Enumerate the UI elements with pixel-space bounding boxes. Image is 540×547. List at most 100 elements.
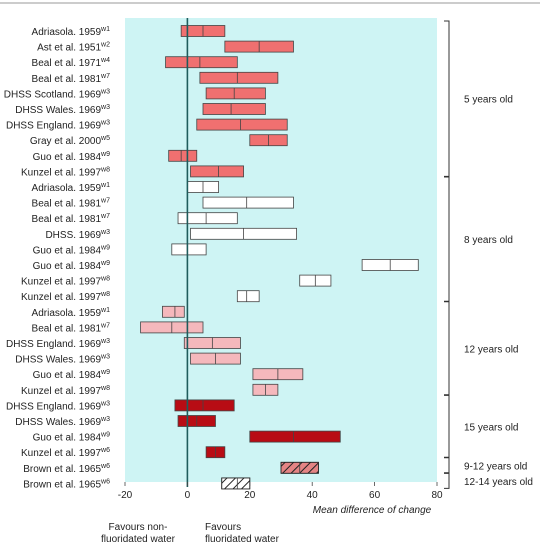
- study-label: Guo et al. 1984w9: [33, 432, 110, 444]
- study-label: Beal et al. 1981w7: [32, 198, 111, 210]
- study-label: Kunzel et al. 1997w8: [21, 291, 110, 303]
- study-citation: w3: [100, 416, 110, 423]
- study-citation: w8: [100, 166, 110, 173]
- study-citation: w8: [100, 291, 110, 298]
- study-label: Kunzel et al. 1997w8: [21, 276, 110, 288]
- x-tick-label: 20: [244, 490, 256, 501]
- group-label: 5 years old: [464, 95, 513, 106]
- ci-box: [162, 305, 185, 318]
- study-citation: w3: [100, 338, 110, 345]
- ci-box: [174, 399, 235, 412]
- study-label: Beal et al. 1981w7: [32, 322, 111, 334]
- study-citation: w6: [100, 478, 110, 485]
- study-label: Kunzel et al. 1997w6: [21, 447, 110, 459]
- ci-box: [205, 87, 266, 100]
- study-label: DHSS England. 1969w3: [6, 400, 110, 412]
- x-tick-label: -20: [118, 490, 133, 501]
- group-bracket: [444, 301, 450, 396]
- ci-box: [202, 196, 294, 209]
- study-citation: w3: [100, 354, 110, 361]
- study-label: Kunzel et al. 1997w8: [21, 385, 110, 397]
- study-label: Adriasola. 1959w1: [32, 182, 111, 194]
- study-citation: w9: [100, 244, 110, 251]
- x-axis: -20 0 20 40 60 80: [118, 482, 443, 501]
- group-label: 8 years old: [464, 235, 513, 246]
- study-label: Kunzel et al. 1997w8: [21, 166, 110, 178]
- age-group-brackets: 5 years old 8 years old 12 years old 15 yea…: [444, 20, 533, 489]
- x-tick-label: 80: [431, 490, 443, 501]
- study-citation: w7: [100, 198, 110, 205]
- study-label: Ast et al. 1951w2: [37, 42, 110, 54]
- footnote-right-line1: Favours: [205, 522, 241, 533]
- group-bracket: [444, 472, 450, 489]
- study-label: DHSS Wales. 1969w3: [15, 104, 110, 116]
- study-citation: w5: [100, 135, 110, 142]
- study-label: Brown et al. 1965w6: [23, 478, 110, 490]
- study-citation: w1: [100, 307, 110, 314]
- ci-box: [236, 290, 260, 303]
- study-citation: w3: [100, 88, 110, 95]
- study-label: DHSS England. 1969w3: [6, 120, 110, 132]
- ci-box: [177, 212, 238, 225]
- x-tick-label: 60: [369, 490, 381, 501]
- group-label: 9-12 years old: [464, 461, 527, 472]
- study-label: Adriasola. 1959w1: [32, 26, 111, 38]
- study-label: Guo et al. 1984w9: [33, 260, 110, 272]
- study-label: Gray et al. 2000w5: [30, 135, 110, 147]
- study-label: Beal et al. 1981w7: [32, 213, 111, 225]
- group-label: 12-14 years old: [464, 477, 533, 488]
- x-tick-label: 0: [185, 490, 191, 501]
- study-citation: w7: [100, 213, 110, 220]
- ci-hatch: [221, 477, 251, 490]
- study-label: Guo et al. 1984w9: [33, 369, 110, 381]
- study-citation: w3: [100, 400, 110, 407]
- study-label: DHSS. 1969w3: [45, 229, 110, 241]
- footnote-left-line1: Favours non-: [109, 522, 168, 533]
- study-citation: w6: [100, 447, 110, 454]
- study-citation: w8: [100, 276, 110, 283]
- group-label: 15 years old: [464, 422, 518, 433]
- ci-box: [190, 165, 244, 178]
- ci-box: [249, 430, 341, 443]
- x-axis-title: Mean difference of change: [313, 505, 432, 516]
- study-label: Brown et al. 1965w6: [23, 463, 110, 475]
- study-label: DHSS Wales. 1969w3: [15, 416, 110, 428]
- ci-box: [199, 71, 279, 84]
- study-citation: w7: [100, 73, 110, 80]
- ci-box: [196, 118, 288, 131]
- study-label: Guo et al. 1984w9: [33, 151, 110, 163]
- study-citation: w6: [100, 463, 110, 470]
- ci-box: [168, 149, 198, 162]
- ci-box: [165, 56, 238, 69]
- group-label: 12 years old: [464, 344, 518, 355]
- study-citation: w3: [100, 104, 110, 111]
- group-bracket: [444, 20, 450, 177]
- study-citation: w8: [100, 385, 110, 392]
- study-citation: w3: [100, 229, 110, 236]
- study-label: DHSS Scotland. 1969w3: [4, 88, 110, 100]
- study-citation: w9: [100, 260, 110, 267]
- study-citation: w9: [100, 369, 110, 376]
- group-bracket: [444, 394, 450, 458]
- study-label: Guo et al. 1984w9: [33, 244, 110, 256]
- study-citation: w9: [100, 151, 110, 158]
- study-label: Beal et al. 1971w4: [32, 57, 111, 69]
- group-bracket: [444, 457, 450, 474]
- study-citation: w3: [100, 120, 110, 127]
- ci-box: [171, 243, 207, 256]
- study-rows: Adriasola. 1959w1 Ast et al. 1951w2 Beal e…: [4, 25, 419, 490]
- study-label: Beal et al. 1981w7: [32, 73, 111, 85]
- group-bracket: [444, 176, 450, 302]
- study-label: DHSS Wales. 1969w3: [15, 354, 110, 366]
- study-citation: w9: [100, 432, 110, 439]
- ci-box: [202, 103, 266, 115]
- footnote-right-line2: fluoridated water: [205, 534, 280, 545]
- footnote-left-line2: fluoridated water: [101, 534, 176, 545]
- study-citation: w2: [100, 42, 110, 49]
- study-label: Adriasola. 1959w1: [32, 307, 111, 319]
- study-label: DHSS England. 1969w3: [6, 338, 110, 350]
- study-citation: w4: [100, 57, 110, 64]
- study-citation: w1: [100, 26, 110, 33]
- x-tick-label: 40: [307, 490, 319, 501]
